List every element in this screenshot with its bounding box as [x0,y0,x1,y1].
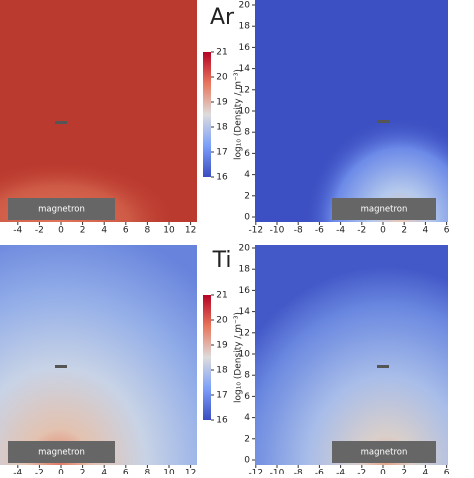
x-tick-label: 0 [380,226,386,236]
magnetron-label: magnetron [361,448,408,458]
x-tick-label: 10 [163,226,175,236]
y-tick-label: 20 [239,1,251,11]
y-tick-label: 8 [244,371,250,381]
ti-map-left [0,245,197,465]
magnetron [8,198,115,220]
y-tick-label: 18 [239,265,251,275]
x-tick-label: 4 [101,226,107,236]
magnetron [332,441,436,463]
x-tick-label: -12 [248,226,263,236]
substrate [55,365,67,368]
x-tick-label: -4 [336,469,345,475]
y-tick-label: 20 [239,244,251,254]
colorbar-tick-label: 17 [216,391,227,401]
colorbar-label: log₁₀ (Density / m⁻³) [234,69,244,160]
x-tick-label: -4 [336,226,345,236]
colorbar-tick-label: 19 [216,98,228,108]
x-tick-label: -12 [248,469,263,475]
magnetron [332,198,436,220]
x-tick-label: 0 [380,469,386,475]
colorbar [203,52,211,177]
ti-map-right [255,245,448,465]
y-tick-label: 16 [239,43,251,53]
x-tick-label: -6 [315,469,324,475]
substrate [55,121,67,124]
x-tick-label: 2 [401,469,407,475]
colorbar-tick-label: 21 [216,291,227,301]
x-tick-label: -8 [294,226,303,236]
colorbar-tick-label: 18 [216,123,228,133]
x-tick-label: -8 [294,469,303,475]
ar-glow [300,60,448,222]
x-tick-label: -2 [35,226,44,236]
magnetron-label: magnetron [38,448,85,458]
x-tick-label: -10 [270,226,285,236]
y-tick-label: 0 [244,456,250,466]
substrate [377,120,389,123]
substrate [377,365,389,368]
magnetron [8,441,115,463]
y-tick-label: 12 [239,328,250,338]
y-tick-label: 10 [239,350,251,360]
x-tick-label: 4 [423,469,429,475]
colorbar-tick-label: 17 [216,148,227,158]
y-tick-label: 10 [239,107,251,117]
magnetron-label: magnetron [361,205,408,215]
y-tick-label: 8 [244,128,250,138]
x-tick-label: -4 [13,469,22,475]
colorbar-tick-label: 20 [216,73,228,83]
magnetron-label: magnetron [38,205,85,215]
x-tick-label: 12 [185,469,196,475]
y-tick-label: 14 [239,64,251,74]
x-tick-label: 2 [80,226,86,236]
x-tick-label: 0 [58,469,64,475]
y-tick-label: 2 [244,191,250,201]
colorbar-tick-label: 20 [216,316,228,326]
x-tick-label: 8 [145,226,151,236]
y-tick-label: 4 [244,170,250,180]
x-tick-label: 4 [423,226,429,236]
x-tick-label: -10 [270,469,285,475]
x-tick-label: 2 [401,226,407,236]
x-tick-label: -2 [357,226,366,236]
colorbar-label: log₁₀ (Density / m⁻³) [234,312,244,403]
x-tick-label: 8 [145,469,151,475]
x-tick-label: -2 [35,469,44,475]
x-tick-label: -6 [315,226,324,236]
x-tick-label: 6 [123,469,129,475]
x-tick-label: 6 [444,469,450,475]
y-tick-label: 16 [239,286,251,296]
x-tick-label: 6 [123,226,129,236]
y-tick-label: 2 [244,434,250,444]
y-tick-label: 12 [239,85,250,95]
y-tick-label: 4 [244,413,250,423]
colorbar-tick-label: 16 [216,416,228,426]
x-tick-label: 4 [101,469,107,475]
y-tick-label: 14 [239,307,251,317]
colorbar-tick-label: 18 [216,366,228,376]
x-tick-label: -2 [357,469,366,475]
colorbar [203,295,211,420]
x-tick-label: 10 [163,469,175,475]
y-tick-label: 0 [244,213,250,223]
x-tick-label: 6 [444,226,450,236]
y-tick-label: 18 [239,22,251,32]
y-tick-label: 6 [244,392,250,402]
y-tick-label: 6 [244,149,250,159]
colorbar-tick-label: 16 [216,173,228,183]
x-tick-label: -4 [13,226,22,236]
x-tick-label: 0 [58,226,64,236]
species-label: Ar [210,5,235,30]
species-label: Ti [212,248,232,273]
x-tick-label: 2 [80,469,86,475]
colorbar-tick-label: 19 [216,341,228,351]
x-tick-label: 12 [185,226,196,236]
colorbar-tick-label: 21 [216,48,227,58]
